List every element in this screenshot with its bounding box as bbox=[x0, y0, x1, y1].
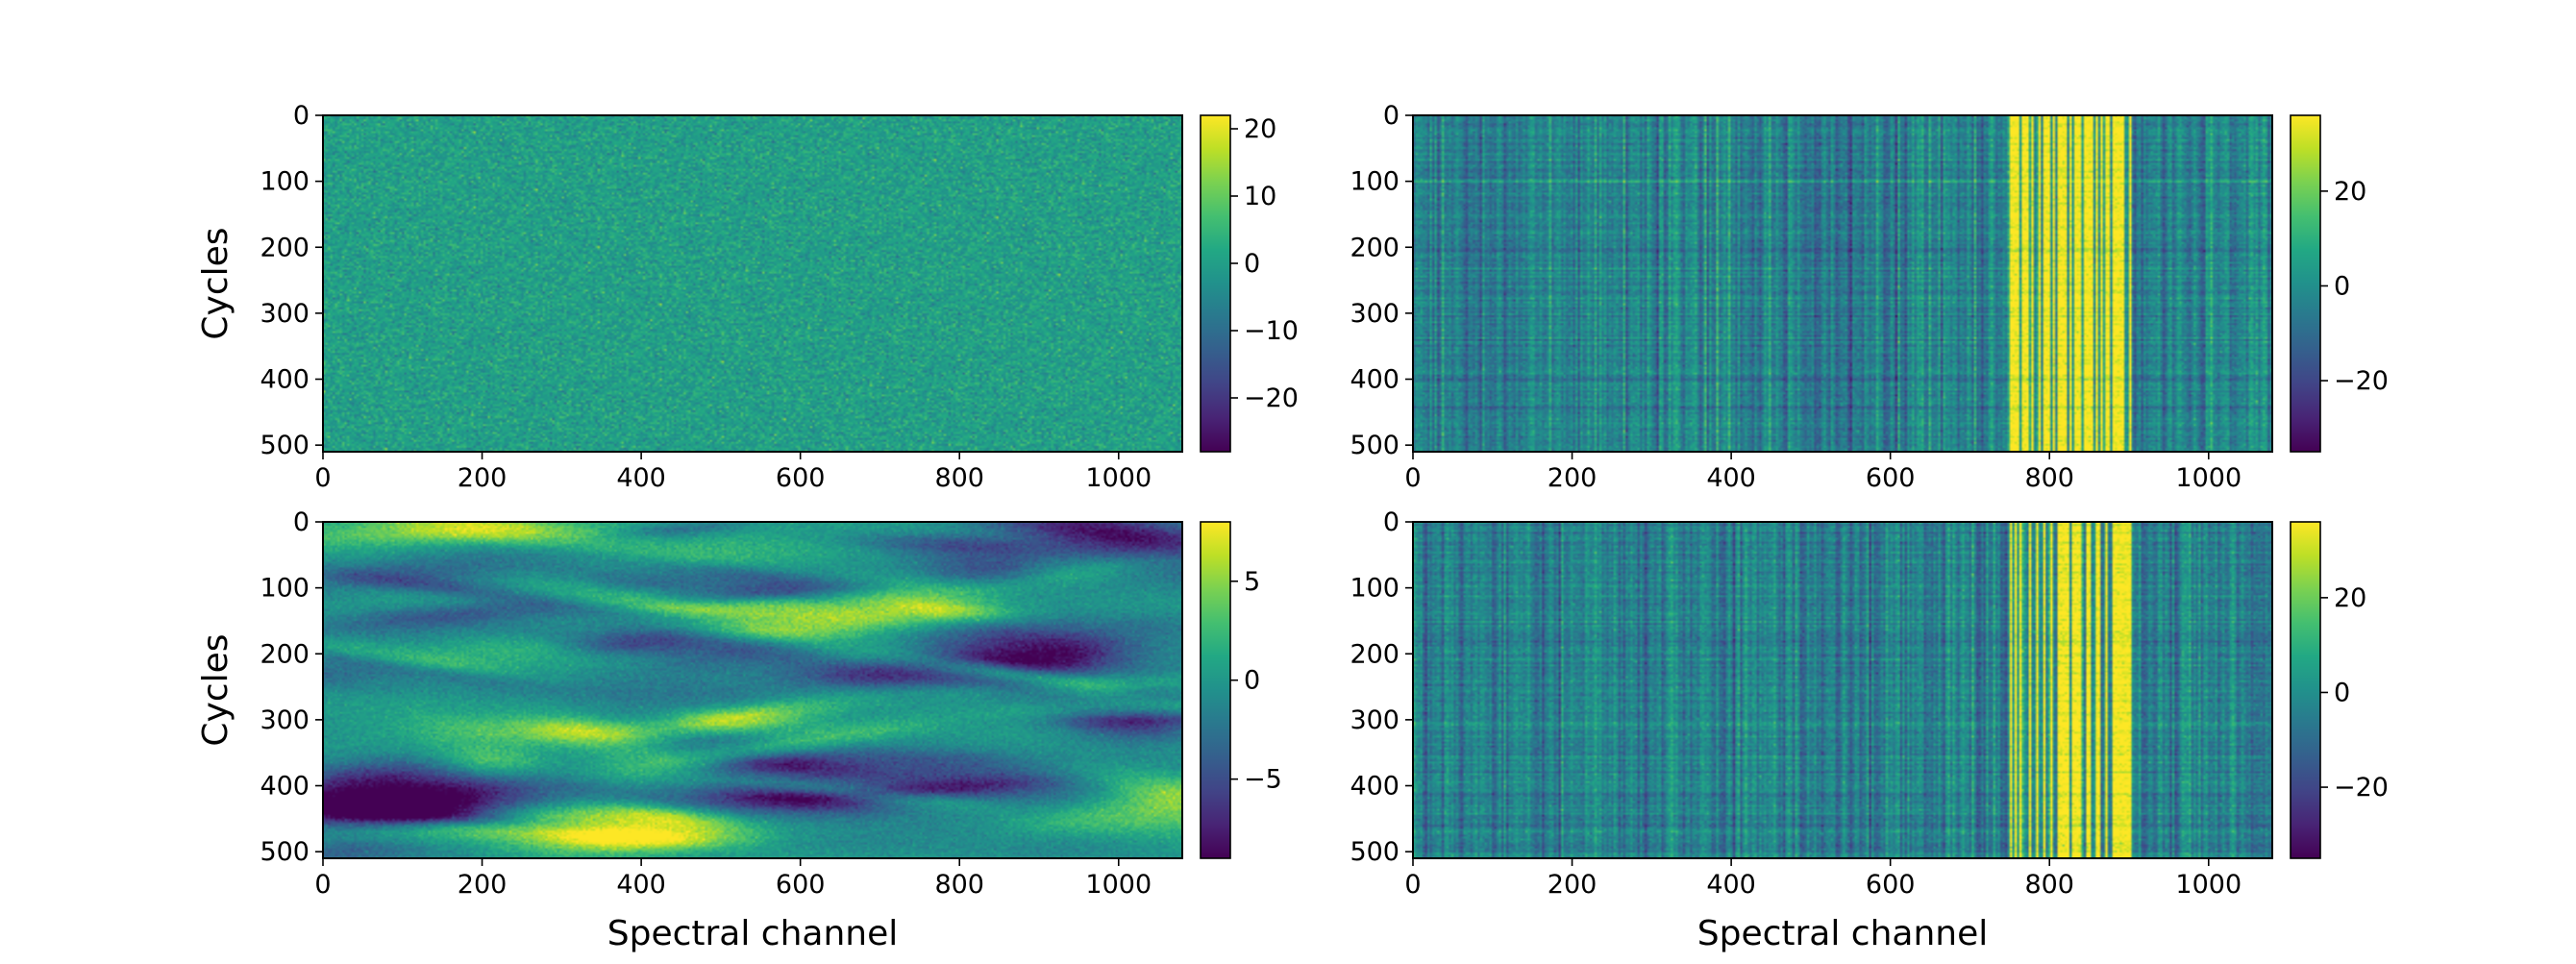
colorbar-tick-label: 0 bbox=[1244, 249, 1260, 279]
colorbar-frame bbox=[1200, 114, 1231, 453]
colorbar-tick-label: −20 bbox=[2334, 366, 2389, 396]
x-tick-label: 200 bbox=[458, 870, 508, 900]
x-axis-label: Spectral channel bbox=[1697, 914, 1989, 953]
y-tick-label: 400 bbox=[260, 772, 310, 802]
x-tick-label: 600 bbox=[1866, 463, 1916, 493]
colorbar-gradient bbox=[2291, 115, 2320, 452]
panel-bottom-left: 0 200 400 600 800 1000 0 100 200 300 400 500 Cycles S… bbox=[196, 507, 1282, 953]
heatmap-image bbox=[323, 522, 1182, 858]
y-tick-label: 200 bbox=[260, 639, 310, 669]
x-tick-label: 0 bbox=[314, 870, 331, 900]
y-tick-label: 500 bbox=[260, 837, 310, 867]
colorbar-tick-label: 20 bbox=[2334, 177, 2366, 207]
colorbar-tick-label: −5 bbox=[1244, 765, 1282, 795]
y-tick-label: 300 bbox=[1350, 705, 1399, 735]
x-tick-label: 600 bbox=[776, 870, 826, 900]
y-tick-label: 400 bbox=[1350, 772, 1399, 802]
colorbar-tick-label: 5 bbox=[1244, 567, 1260, 597]
y-tick-label: 0 bbox=[293, 101, 310, 131]
x-tick-label: 600 bbox=[776, 463, 826, 493]
colorbar-gradient bbox=[1201, 115, 1230, 452]
x-tick-label: 1000 bbox=[2175, 870, 2242, 900]
colorbar-frame bbox=[2290, 114, 2321, 453]
x-tick-label: 400 bbox=[616, 870, 666, 900]
x-tick-label: 1000 bbox=[2175, 463, 2242, 493]
colorbar-frame bbox=[2290, 521, 2321, 859]
y-tick-label: 500 bbox=[1350, 837, 1399, 867]
y-tick-label: 100 bbox=[260, 167, 310, 197]
y-tick-label: 300 bbox=[260, 705, 310, 735]
colorbar-tick-label: 20 bbox=[1244, 114, 1276, 144]
colorbar-tick-label: 20 bbox=[2334, 583, 2366, 613]
y-tick-label: 200 bbox=[1350, 233, 1399, 262]
y-tick-label: 300 bbox=[1350, 299, 1399, 329]
y-tick-label: 200 bbox=[260, 233, 310, 262]
colorbar-tick-label: −20 bbox=[2334, 773, 2389, 803]
y-tick-label: 500 bbox=[1350, 431, 1399, 460]
x-tick-label: 800 bbox=[2024, 870, 2074, 900]
panel-top-left: 0 200 400 600 800 10000100200300400500Cycles2… bbox=[196, 101, 1299, 493]
y-tick-label: 100 bbox=[1350, 574, 1399, 604]
colorbar-tick-label: 10 bbox=[1244, 182, 1276, 211]
x-tick-label: 600 bbox=[1866, 870, 1916, 900]
y-tick-label: 300 bbox=[260, 299, 310, 329]
colorbar-tick-label: −10 bbox=[1244, 316, 1299, 346]
colorbar-tick-label: 0 bbox=[1244, 666, 1260, 696]
x-tick-label: 200 bbox=[458, 463, 508, 493]
x-tick-label: 0 bbox=[314, 463, 331, 493]
colorbar-tick-label: 0 bbox=[2334, 271, 2350, 301]
y-tick-label: 0 bbox=[293, 507, 310, 537]
heatmap-image bbox=[1413, 522, 2272, 858]
y-tick-label: 0 bbox=[1383, 101, 1399, 131]
x-tick-label: 800 bbox=[2024, 463, 2074, 493]
y-tick-label: 400 bbox=[260, 365, 310, 395]
y-axis-label: Cycles bbox=[196, 633, 235, 746]
x-tick-label: 400 bbox=[1706, 463, 1756, 493]
y-tick-label: 400 bbox=[1350, 365, 1399, 395]
x-tick-label: 800 bbox=[934, 870, 984, 900]
x-tick-label: 1000 bbox=[1085, 463, 1152, 493]
x-axis-label: Spectral channel bbox=[607, 914, 899, 953]
x-tick-label: 1000 bbox=[1085, 870, 1152, 900]
x-tick-label: 400 bbox=[616, 463, 666, 493]
colorbar-gradient bbox=[2291, 522, 2320, 858]
x-tick-label: 400 bbox=[1706, 870, 1756, 900]
x-tick-label: 200 bbox=[1548, 870, 1598, 900]
panel-bottom-right: 0 200 400 600 800 10000100200300400500Spectra… bbox=[1350, 507, 2389, 953]
y-tick-label: 0 bbox=[1383, 507, 1399, 537]
colorbar-gradient bbox=[1201, 522, 1230, 858]
y-tick-label: 100 bbox=[1350, 167, 1399, 197]
colorbar-frame bbox=[1200, 521, 1231, 859]
axes-frame bbox=[1412, 114, 2273, 453]
heatmap-image bbox=[1413, 115, 2272, 452]
y-tick-label: 100 bbox=[260, 574, 310, 604]
axes-frame bbox=[1412, 521, 2273, 859]
y-tick-label: 200 bbox=[1350, 639, 1399, 669]
x-tick-label: 800 bbox=[934, 463, 984, 493]
colorbar-tick-label: −20 bbox=[1244, 383, 1299, 413]
x-tick-label: 200 bbox=[1548, 463, 1598, 493]
heatmap-image bbox=[323, 115, 1182, 452]
x-tick-label: 0 bbox=[1404, 463, 1421, 493]
axes-frame bbox=[322, 521, 1183, 859]
colorbar-tick-label: 0 bbox=[2334, 678, 2350, 707]
y-tick-label: 500 bbox=[260, 431, 310, 460]
y-axis-label: Cycles bbox=[196, 227, 235, 339]
axes-frame bbox=[322, 114, 1183, 453]
x-tick-label: 0 bbox=[1404, 870, 1421, 900]
